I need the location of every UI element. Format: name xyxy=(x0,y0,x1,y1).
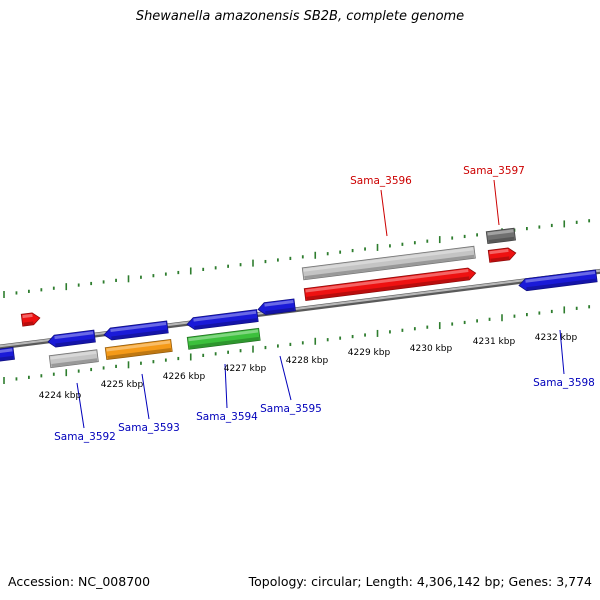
gene-arrow xyxy=(186,309,259,330)
gene-highlight xyxy=(525,271,596,283)
gene-highlight xyxy=(303,247,474,272)
gene-arrow xyxy=(186,327,261,350)
gene-features xyxy=(0,227,598,369)
gene-label: Sama_3592 xyxy=(54,431,116,443)
gene-body xyxy=(20,312,41,327)
tick-marks xyxy=(3,219,591,384)
scale-label: 4230 kbp xyxy=(410,344,453,354)
map-title: Shewanella amazonensis SB2B, complete ge… xyxy=(135,9,465,24)
gene-shade xyxy=(488,236,515,243)
scale-label: 4232 kbp xyxy=(535,333,578,343)
gene-shade xyxy=(51,358,98,368)
gene-body xyxy=(48,349,99,369)
scale-labels: 4224 kbp 4225 kbp 4226 kbp 4227 kbp 4228 kbp… xyxy=(39,333,578,401)
gene-shade xyxy=(55,338,95,347)
scale-label: 4226 kbp xyxy=(163,372,206,382)
gene-body xyxy=(0,346,15,364)
label-leaders xyxy=(76,179,565,429)
gene-label: Sama_3598 xyxy=(533,377,595,389)
label-leader-line xyxy=(493,179,500,226)
gene-arrow xyxy=(20,312,41,327)
gene-label: Sama_3594 xyxy=(196,411,258,423)
topology-text: Topology: circular; Length: 4,306,142 bp… xyxy=(248,574,592,589)
backbone-line xyxy=(0,269,600,348)
scale-label: 4225 kbp xyxy=(101,380,144,390)
gene-arrow xyxy=(48,349,99,369)
gene-label: Sama_3595 xyxy=(260,403,322,415)
gene-shade xyxy=(304,254,475,280)
gene-shade xyxy=(189,336,260,349)
label-leader-line xyxy=(224,363,228,409)
gene-highlight xyxy=(264,300,294,307)
gene-body xyxy=(303,267,477,301)
label-leader-line xyxy=(559,329,565,375)
gene-body xyxy=(103,320,169,341)
gene-highlight xyxy=(188,329,259,342)
gene-body xyxy=(301,245,476,281)
scale-label: 4228 kbp xyxy=(286,356,329,366)
gene-body xyxy=(104,338,173,361)
gene-shade xyxy=(306,276,470,300)
accession-text: Accession: NC_008700 xyxy=(8,574,151,589)
gene-highlight xyxy=(0,348,13,355)
backbone xyxy=(0,268,600,350)
gene-body xyxy=(487,247,517,263)
gene-body xyxy=(257,298,296,315)
gene-arrow xyxy=(518,269,598,292)
gene-arrow xyxy=(0,346,15,364)
gene-highlight xyxy=(193,310,257,322)
gene-highlight xyxy=(54,331,94,340)
label-leader-line xyxy=(76,382,85,429)
gene-shade xyxy=(194,318,258,330)
gene-highlight xyxy=(110,322,167,333)
gene-arrow xyxy=(301,245,476,281)
label-leader-line xyxy=(279,355,292,401)
gene-body xyxy=(485,227,516,245)
gene-arrow xyxy=(47,329,96,348)
scale-label: 4227 kbp xyxy=(224,364,267,374)
gene-shade xyxy=(111,329,168,340)
scale-label: 4231 kbp xyxy=(473,337,516,347)
gene-arrow xyxy=(103,320,169,341)
gene-arrow xyxy=(485,227,516,245)
scale-label: 4224 kbp xyxy=(39,391,82,401)
gene-body xyxy=(47,329,96,348)
gene-highlight xyxy=(489,248,509,255)
gene-arrow xyxy=(487,247,517,263)
gene-label: Sama_3596 xyxy=(350,175,412,187)
gene-shade xyxy=(0,355,14,363)
gene-body xyxy=(186,327,261,350)
gene-highlight xyxy=(487,229,514,236)
gene-highlight xyxy=(305,268,469,293)
gene-highlight xyxy=(106,340,171,352)
gene-highlight xyxy=(50,350,97,360)
label-leader-line xyxy=(141,373,150,420)
gene-shade xyxy=(526,278,597,291)
gene-label: Sama_3597 xyxy=(463,165,525,177)
gene-body xyxy=(186,309,259,330)
label-leader-line xyxy=(380,189,388,237)
scale-label: 4229 kbp xyxy=(348,348,391,358)
gene-label: Sama_3593 xyxy=(118,422,180,434)
gene-shade xyxy=(490,256,510,262)
gene-shade xyxy=(107,347,172,359)
gene-highlight xyxy=(22,313,33,319)
gene-shade xyxy=(23,321,34,326)
gene-arrow xyxy=(303,267,477,301)
gene-arrow xyxy=(104,338,173,361)
gene-arrow xyxy=(257,298,296,315)
gene-body xyxy=(518,269,598,292)
gene-shade xyxy=(265,307,295,315)
